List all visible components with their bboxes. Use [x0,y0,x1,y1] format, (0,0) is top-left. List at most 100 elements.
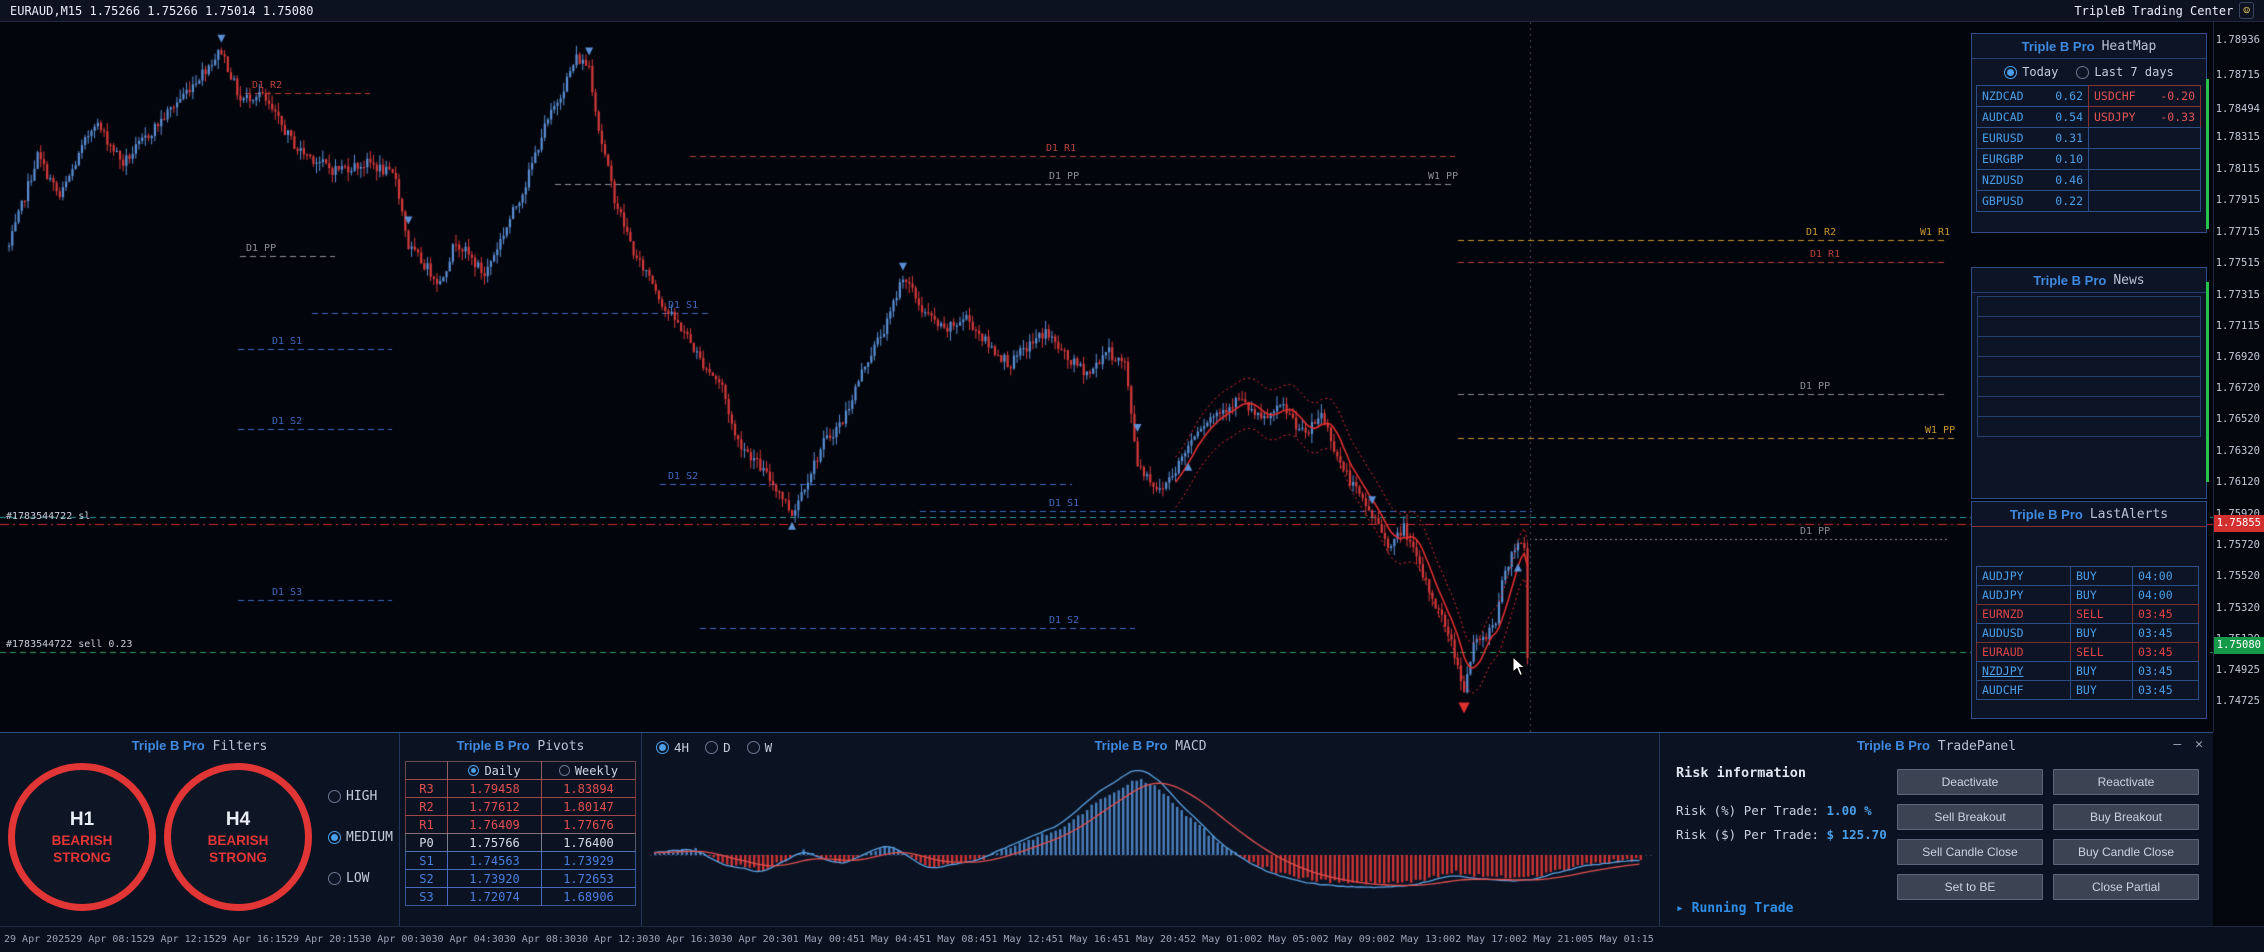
alert-row-audusd[interactable]: AUDUSD BUY 03:45 [1976,623,2201,643]
heatmap-row-nzdcad[interactable]: NZDCAD 0.62 [1976,85,2089,107]
alert-row-euraud[interactable]: EURAUD SELL 03:45 [1976,642,2201,662]
macd-tf-4h-label: 4H [674,740,690,755]
pivot-row-s1: S1 1.74563 1.73929 [405,851,636,870]
news-brand: Triple B Pro [2033,272,2107,288]
gauge-strength: STRONG [53,850,111,865]
set-to-be-button[interactable]: Set to BE [1897,874,2043,900]
pivot-level-name: S2 [405,869,448,888]
macd-chart-canvas[interactable] [650,763,1654,921]
macd-tf-d[interactable]: D [705,740,731,755]
chart-area[interactable]: D1 R2 D1 R1 D1 PP W1 PP D1 PP D1 S1 D1 S1 D1 S2… [0,22,2214,732]
heatmap-brand: Triple B Pro [2021,38,2095,54]
price-chart-canvas[interactable] [0,22,2214,732]
heatmap-filter-last-7-days-label: Last 7 days [2094,65,2174,79]
gauge-direction: BEARISH [207,833,269,848]
filter-level-low[interactable]: LOW [328,871,393,886]
heatmap-filter-last-7-days[interactable]: Last 7 days [2076,65,2174,79]
news-row [1977,416,2201,437]
radio-icon [558,765,570,776]
alert-row-eurnzd[interactable]: EURNZD SELL 03:45 [1976,604,2201,624]
heatmap-value: 0.31 [2055,131,2083,145]
heatmap-value: 0.46 [2055,173,2083,187]
pivot-label: D1 S1 [272,335,303,347]
heatmap-panel: Triple B Pro HeatMap Today Last 7 days NZ… [1971,33,2207,233]
heatmap-title: HeatMap [2101,38,2157,54]
pivot-row-r3: R3 1.79458 1.83894 [405,779,636,798]
pivot-row-r1: R1 1.76409 1.77676 [405,815,636,834]
pivot-weekly-value: 1.73929 [541,851,636,870]
smiley-icon[interactable]: ☺ [2239,2,2254,19]
radio-icon [2076,65,2090,79]
price-axis[interactable]: 1.78936 1.78715 1.78494 1.78315 1.78115 1.779… [2213,22,2264,732]
macd-section: Triple B Pro MACD 4H D W [642,733,1660,926]
pivot-column-weekly[interactable]: Weekly [541,761,636,780]
alert-row-audjpy[interactable]: AUDJPY BUY 04:00 [1976,585,2201,605]
pivot-daily-value: 1.75766 [447,833,542,852]
price-label: 1.77115 [2215,319,2260,332]
pivot-label: D1 PP [1800,381,1831,393]
trade-buttons-grid: Deactivate Reactivate Sell Breakout Buy Bre… [1897,769,2199,900]
pivot-label: D1 S1 [1049,497,1080,509]
filter-level-medium-label: MEDIUM [346,829,393,845]
trade-line-label: #1783544722 sell 0.23 [6,638,133,650]
alert-row-audjpy[interactable]: AUDJPY BUY 04:00 [1976,566,2201,586]
running-trade-status[interactable]: ▸ Running Trade [1676,901,1793,916]
macd-tf-4h[interactable]: 4H [656,740,689,755]
pivot-row-p0: P0 1.75766 1.76400 [405,833,636,852]
pivot-daily-value: 1.74563 [447,851,542,870]
heatmap-row-eurusd[interactable]: EURUSD 0.31 [1976,127,2089,149]
pivots-brand: Triple B Pro [456,738,530,753]
deactivate-button[interactable]: Deactivate [1897,769,2043,795]
sell-candle-close-button[interactable]: Sell Candle Close [1897,839,2043,865]
minimize-icon[interactable]: – [2173,737,2182,752]
tradepanel-brand: Triple B Pro [1856,738,1930,753]
reactivate-button[interactable]: Reactivate [2053,769,2199,795]
heatmap-row-audcad[interactable]: AUDCAD 0.54 [1976,106,2089,128]
time-label: 30 Apr 08:30 [503,934,576,945]
filter-level-high[interactable]: HIGH [328,789,393,804]
time-label: 30 Apr 16:30 [648,934,721,945]
heatmap-row-nzdusd[interactable]: NZDUSD 0.46 [1976,169,2089,191]
price-label: 1.75520 [2215,570,2260,583]
time-label: 29 Apr 12:15 [142,934,215,945]
pivot-weekly-value: 1.72653 [541,869,636,888]
price-label: 1.78115 [2215,162,2260,175]
radio-icon [328,789,341,803]
strength-gauges: H1 BEARISH STRONG H4 BEARISH STRONG [8,763,312,911]
panel-window-controls: – ✕ [2173,737,2203,752]
heatmap-row-usdchf[interactable]: USDCHF -0.20 [2088,85,2201,107]
radio-icon [656,741,669,754]
macd-tf-w[interactable]: W [746,740,772,755]
heatmap-row-gbpusd[interactable]: GBPUSD 0.22 [1976,190,2089,212]
pivot-level-name: S1 [405,851,448,870]
pivots-table: Daily Weekly R3 1.79458 1.83894 R2 1.77612 1.80… [405,761,636,906]
filter-level-medium[interactable]: MEDIUM [328,830,393,845]
close-partial-button[interactable]: Close Partial [2053,874,2199,900]
pivot-column-daily[interactable]: Daily [447,761,542,780]
buy-breakout-button[interactable]: Buy Breakout [2053,804,2199,830]
heatmap-pair: AUDCAD [1982,110,2024,124]
close-icon[interactable]: ✕ [2195,737,2203,752]
heatmap-row-eurgbp[interactable]: EURGBP 0.10 [1976,148,2089,170]
time-label: 1 May 16:45 [1057,934,1124,945]
time-label: 2 May 09:00 [1322,934,1389,945]
heatmap-row-empty [2088,190,2201,212]
sell-breakout-button[interactable]: Sell Breakout [1897,804,2043,830]
alert-side: BUY [2070,680,2133,700]
alert-side: SELL [2070,642,2133,662]
pivot-row-s3: S3 1.72074 1.68906 [405,887,636,906]
price-label: 1.75720 [2215,539,2260,552]
current-price-box: 1.75080 [2214,636,2264,654]
heatmap-filter-today[interactable]: Today [2004,65,2058,79]
filter-level-high-label: HIGH [346,788,378,804]
alert-time: 04:00 [2132,566,2199,586]
gauge-timeframe: H1 [69,809,95,830]
time-label: 1 May 12:45 [991,934,1058,945]
buy-candle-close-button[interactable]: Buy Candle Close [2053,839,2199,865]
alert-side: BUY [2070,585,2133,605]
heatmap-row-usdjpy[interactable]: USDJPY -0.33 [2088,106,2201,128]
alert-row-nzdjpy[interactable]: NZDJPY BUY 03:45 [1976,661,2201,681]
alert-row-audchf[interactable]: AUDCHF BUY 03:45 [1976,680,2201,700]
time-axis[interactable]: 29 Apr 2025 29 Apr 08:15 29 Apr 12:15 29 Ap… [0,926,2264,952]
tradepanel-header: Triple B Pro TradePanel [1660,738,2213,754]
